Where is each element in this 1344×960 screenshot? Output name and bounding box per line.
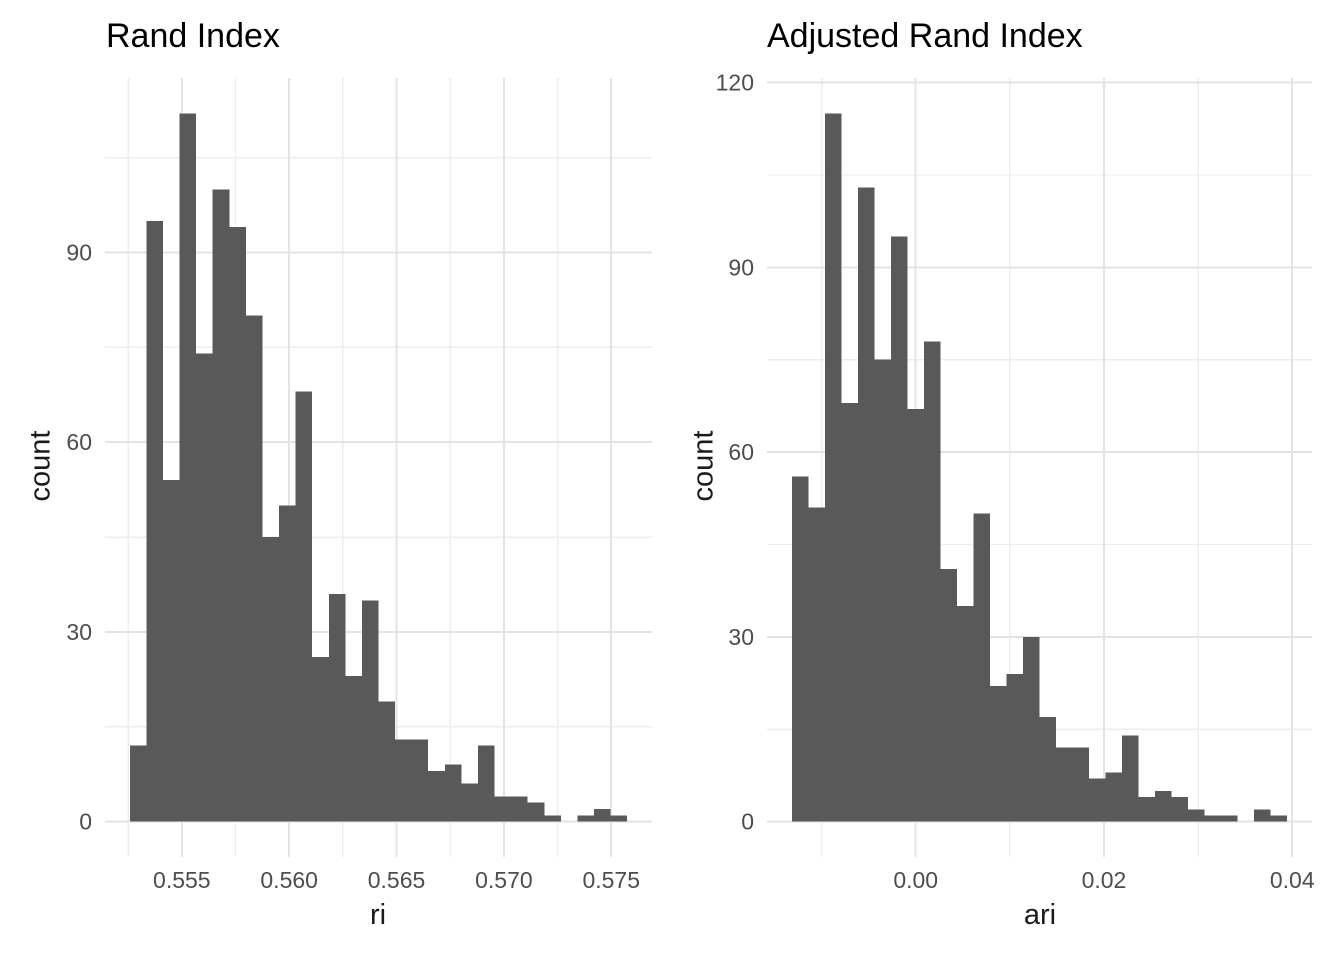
- histogram-bar: [428, 771, 445, 822]
- x-tick-label: 0.570: [475, 867, 533, 893]
- histogram-bar: [1056, 747, 1073, 822]
- histogram-bar: [1022, 636, 1040, 822]
- histogram-bar: [477, 745, 495, 822]
- histogram-bar: [1072, 747, 1090, 822]
- histogram-bar: [1089, 778, 1106, 822]
- histogram-bar: [494, 796, 512, 822]
- histogram-bar: [1204, 815, 1222, 822]
- histogram-bar: [146, 220, 164, 822]
- plot-title-rand-index: Rand Index: [106, 17, 280, 55]
- histogram-bar: [1155, 790, 1172, 822]
- histogram-bar: [857, 187, 875, 822]
- histogram-bar: [956, 606, 974, 822]
- histogram-bar: [461, 783, 478, 822]
- x-tick-label: 0.575: [582, 867, 640, 893]
- histogram-bar: [212, 189, 230, 822]
- y-tick-label: 60: [728, 439, 754, 465]
- histogram-bar: [874, 359, 891, 822]
- histogram-bar: [577, 815, 594, 822]
- histogram-bar: [973, 513, 990, 822]
- histogram-bar: [1039, 716, 1057, 822]
- histogram-bar: [940, 569, 957, 822]
- histogram-bar: [295, 391, 313, 822]
- x-tick-label: 0.00: [893, 867, 938, 893]
- y-axis-title-count-left: count: [24, 430, 57, 502]
- histogram-bar: [841, 402, 858, 822]
- y-tick-label: 0: [79, 809, 92, 835]
- histogram-bar: [923, 341, 941, 822]
- histogram-bar: [1221, 815, 1238, 822]
- histogram-bar: [527, 802, 545, 822]
- histogram-bar: [544, 815, 561, 822]
- histogram-bar: [907, 408, 924, 822]
- histogram-bar: [610, 815, 628, 822]
- x-tick-label: 0.04: [1270, 867, 1315, 893]
- histogram-bar: [1138, 796, 1156, 822]
- histogram-bar: [1122, 735, 1139, 822]
- x-tick-label: 0.02: [1082, 867, 1127, 893]
- x-axis-title-ri: ri: [369, 899, 387, 931]
- y-tick-label: 60: [66, 429, 92, 455]
- histogram-bar: [1254, 809, 1271, 822]
- histogram-bar: [989, 686, 1007, 822]
- histogram-bar: [129, 745, 147, 822]
- plot-title-adjusted-rand-index: Adjusted Rand Index: [767, 17, 1083, 55]
- histogram-bar: [312, 657, 329, 822]
- histogram-bar: [229, 227, 246, 822]
- histogram-bar: [808, 507, 825, 822]
- x-tick-label: 0.560: [260, 867, 318, 893]
- histogram-bar: [345, 676, 362, 822]
- histogram-bar: [511, 796, 528, 822]
- histogram-bar: [1171, 796, 1189, 822]
- histogram-bar: [378, 701, 396, 822]
- histogram-bar: [1006, 673, 1023, 822]
- x-axis-title-ari: ari: [1023, 899, 1057, 931]
- x-tick-label: 0.555: [153, 867, 211, 893]
- histogram-bar: [824, 113, 842, 822]
- histogram-bar: [196, 353, 213, 822]
- y-tick-label: 30: [728, 624, 754, 650]
- histogram-bar: [163, 480, 180, 822]
- histogram-bar: [1188, 809, 1205, 822]
- y-tick-label: 90: [728, 254, 754, 280]
- histogram-bar: [1270, 815, 1288, 822]
- histogram-bar: [279, 505, 296, 822]
- x-tick-label: 0.565: [368, 867, 426, 893]
- histogram-bar: [245, 315, 263, 822]
- histogram-bar: [395, 739, 412, 822]
- histogram-bar: [262, 537, 280, 822]
- histogram-bar: [1105, 772, 1123, 822]
- histogram-bar: [791, 476, 809, 822]
- histogram-bar: [444, 764, 462, 822]
- y-tick-label: 0: [741, 809, 754, 835]
- histogram-bar: [361, 600, 379, 822]
- y-tick-label: 90: [66, 240, 92, 266]
- histogram-bar: [890, 236, 908, 822]
- histogram-bar: [328, 593, 346, 822]
- y-tick-label: 30: [66, 619, 92, 645]
- histogram-bar: [593, 808, 611, 822]
- histogram-bar: [179, 113, 197, 822]
- histogram-bar: [411, 739, 429, 822]
- y-tick-label: 120: [716, 70, 754, 96]
- y-axis-title-count-right: count: [687, 430, 720, 502]
